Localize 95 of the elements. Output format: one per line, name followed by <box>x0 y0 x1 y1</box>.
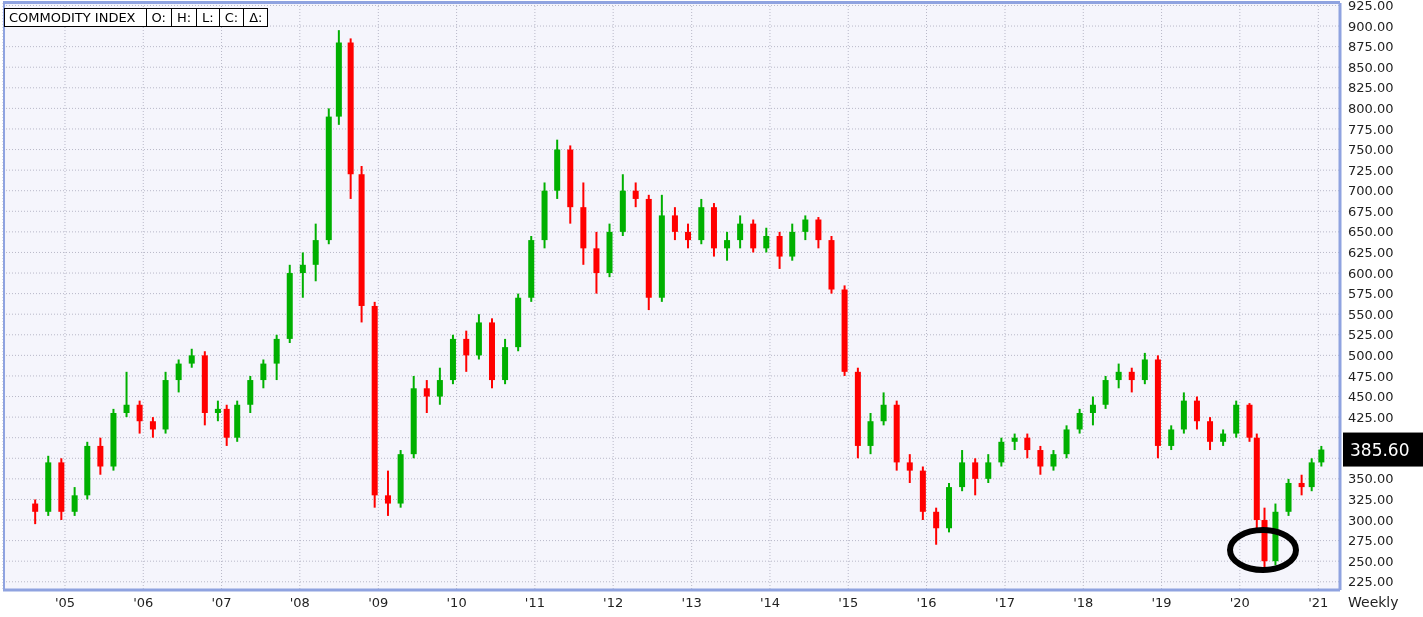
candlestick <box>1115 362 1122 390</box>
candlestick <box>1089 395 1096 427</box>
y-tick-label: 900.00 <box>1348 18 1394 34</box>
candlestick <box>384 469 391 517</box>
candlestick <box>32 498 39 526</box>
y-tick-label: 800.00 <box>1348 101 1394 116</box>
y-tick-label: 300.00 <box>1348 512 1394 528</box>
candlestick <box>724 230 731 262</box>
x-tick-label: '15 <box>838 595 859 611</box>
candlestick <box>906 453 913 484</box>
candlestick <box>802 214 809 242</box>
y-tick-label: 525.00 <box>1348 327 1394 343</box>
x-tick-label: '18 <box>1073 595 1094 611</box>
y-tick-label: 325.00 <box>1348 492 1394 508</box>
candlestick <box>776 230 783 270</box>
candlestick <box>71 486 78 517</box>
candlestick <box>1207 416 1214 452</box>
y-tick-label: 725.00 <box>1348 162 1394 178</box>
annotation: L: <box>197 9 220 26</box>
candlestick <box>1050 449 1057 472</box>
x-tick-label: '13 <box>681 595 702 611</box>
candlestick <box>1141 351 1148 386</box>
candlestick <box>423 379 430 414</box>
y-tick-label: 875.00 <box>1348 39 1394 55</box>
x-tick-label: '12 <box>603 595 624 611</box>
candlestick <box>632 181 639 209</box>
x-tick-label: '10 <box>446 595 467 611</box>
candlestick <box>299 251 306 299</box>
y-tick-label: 625.00 <box>1348 245 1394 261</box>
candlestick <box>214 399 221 423</box>
y-tick-label: 425.00 <box>1348 409 1394 425</box>
y-tick-label: 650.00 <box>1348 224 1394 240</box>
x-tick-label: '21 <box>1308 595 1329 611</box>
annotation: 385.60 <box>1350 439 1410 460</box>
y-tick-label: 850.00 <box>1348 59 1394 75</box>
candlestick <box>97 436 104 476</box>
x-tick-label: '06 <box>133 595 154 611</box>
x-tick-label: '05 <box>54 595 76 611</box>
annotation: C: <box>219 9 245 26</box>
text: Weekly <box>1348 594 1399 610</box>
y-tick-label: 675.00 <box>1348 203 1394 219</box>
candlestick <box>260 358 267 390</box>
candlestick <box>933 506 940 546</box>
y-tick-label: 450.00 <box>1348 389 1394 405</box>
y-tick-label: 750.00 <box>1348 142 1394 158</box>
candlestick <box>737 214 744 250</box>
candlestick <box>998 436 1005 468</box>
candlestick <box>1024 432 1031 460</box>
y-tick-label: 250.00 <box>1348 553 1394 569</box>
candlestick <box>1076 407 1083 435</box>
text: COMMODITY INDEX <box>5 9 147 26</box>
y-tick-label: 500.00 <box>1348 347 1394 363</box>
x-tick-label: '16 <box>916 595 937 611</box>
candlestick <box>188 347 195 369</box>
candlestick <box>463 329 470 373</box>
candlestick <box>972 457 979 497</box>
y-tick-label: 575.00 <box>1348 286 1394 302</box>
candlestick <box>763 226 770 254</box>
candlestick <box>685 222 692 250</box>
candlestick <box>136 399 143 435</box>
y-tick-label: 225.00 <box>1348 574 1394 590</box>
x-tick-label: '07 <box>211 595 232 611</box>
x-tick-label: '11 <box>524 595 545 611</box>
annotation: O: <box>146 9 172 26</box>
candlestick <box>880 391 887 427</box>
y-tick-label: 825.00 <box>1348 80 1394 96</box>
y-tick-label: 275.00 <box>1348 533 1394 549</box>
candlestick <box>1193 395 1200 431</box>
candlestick <box>985 453 992 484</box>
annotation: Δ: <box>248 9 264 26</box>
candlestick <box>1318 444 1325 468</box>
y-tick-label: 350.00 <box>1348 471 1394 487</box>
candlestick <box>149 416 156 439</box>
candlestick <box>671 206 678 242</box>
candlestick <box>1128 366 1135 394</box>
x-tick-label: '08 <box>289 595 310 611</box>
candlestick <box>436 366 443 406</box>
y-tick-label: 550.00 <box>1348 306 1394 322</box>
candlestick <box>1037 444 1044 476</box>
y-tick-label: 925.00 <box>1348 0 1394 14</box>
x-tick-label: '20 <box>1229 595 1250 611</box>
x-tick-label: '14 <box>759 595 780 611</box>
x-tick-label: '19 <box>1151 595 1172 611</box>
candlestick <box>175 358 182 394</box>
candlestick <box>1298 473 1305 497</box>
y-tick-label: 700.00 <box>1348 183 1394 199</box>
candlestick <box>123 370 130 419</box>
candlestick <box>815 216 822 250</box>
y-tick-label: 600.00 <box>1348 265 1394 281</box>
candlestick <box>1168 424 1175 452</box>
x-tick-label: '09 <box>368 595 389 611</box>
y-tick-label: 475.00 <box>1348 368 1394 384</box>
annotation: H: <box>171 9 198 26</box>
y-tick-label: 775.00 <box>1348 121 1394 137</box>
x-tick-label: '17 <box>994 595 1016 611</box>
